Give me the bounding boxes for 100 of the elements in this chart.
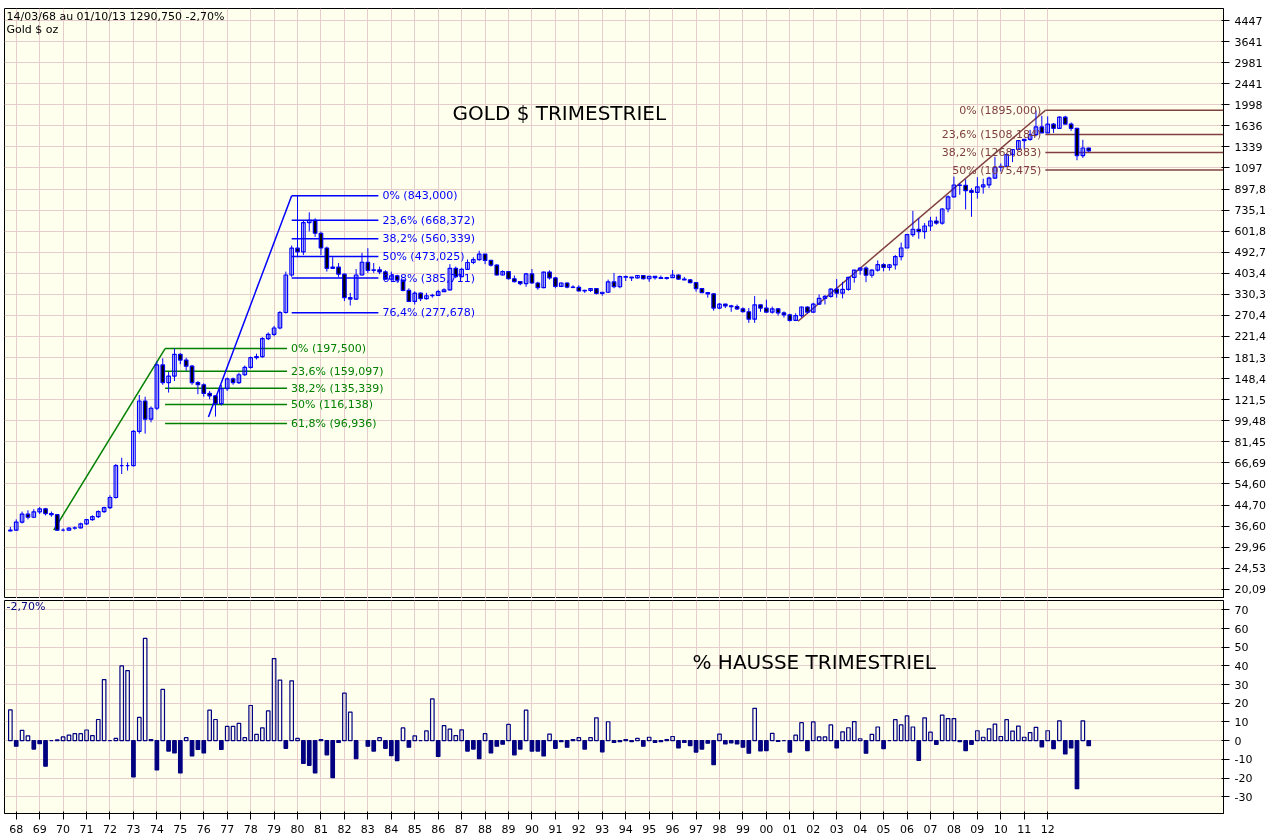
x-tick-label: 75 bbox=[173, 822, 188, 835]
y-tick-label: 0 bbox=[1234, 734, 1242, 748]
y-tick-label: -20 bbox=[1234, 772, 1253, 785]
y-tick-label: 148,4 bbox=[1234, 372, 1266, 386]
x-tick-label: 99 bbox=[735, 822, 750, 835]
y-tick-label: 20,09 bbox=[1234, 583, 1266, 597]
y-tick-label: 1097 bbox=[1234, 161, 1263, 175]
x-tick-label: 94 bbox=[618, 822, 633, 835]
text: % HAUSSE TRIMESTRIEL bbox=[692, 649, 937, 674]
y-tick-label: 44,70 bbox=[1234, 499, 1266, 513]
series-label: 23,6% (159,097) bbox=[290, 364, 384, 378]
y-tick-label: 4447 bbox=[1234, 14, 1263, 28]
x-tick-label: 90 bbox=[524, 822, 539, 835]
y-tick-label: 1339 bbox=[1234, 140, 1263, 154]
y-tick-label: 29,96 bbox=[1234, 541, 1266, 555]
series-label: 50% (116,138) bbox=[290, 397, 374, 411]
x-tick-label: 71 bbox=[79, 822, 94, 835]
y-tick-label: 2441 bbox=[1234, 77, 1263, 91]
x-tick-label: 83 bbox=[360, 822, 375, 835]
series-label: 61,8% (96,936) bbox=[290, 416, 377, 430]
x-tick-label: 00 bbox=[759, 822, 774, 835]
x-tick-label: 77 bbox=[220, 822, 235, 835]
x-tick-label: 89 bbox=[501, 822, 516, 835]
series-label: 50% (473,025) bbox=[382, 250, 465, 264]
x-tick-label: 03 bbox=[829, 822, 844, 835]
y-tick-label: -10 bbox=[1234, 753, 1253, 767]
x-tick-label: 87 bbox=[454, 822, 469, 835]
x-tick-label: 02 bbox=[806, 822, 821, 835]
x-tick-label: 98 bbox=[712, 822, 727, 835]
y-tick-label: 897,8 bbox=[1234, 183, 1266, 197]
x-tick-label: 92 bbox=[571, 822, 586, 835]
y-tick-label: 2981 bbox=[1234, 56, 1263, 70]
x-tick-label: 69 bbox=[32, 822, 47, 835]
x-tick-label: 07 bbox=[923, 822, 938, 835]
y-tick-label: 20 bbox=[1234, 697, 1249, 711]
x-tick-label: 06 bbox=[900, 822, 915, 835]
x-tick-label: 96 bbox=[665, 822, 680, 835]
text: GOLD $ TRIMESTRIEL bbox=[452, 100, 667, 125]
series-label: 0% (1895,000) bbox=[959, 103, 1042, 117]
x-tick-label: 68 bbox=[9, 822, 24, 835]
x-tick-label: 95 bbox=[642, 822, 657, 835]
y-tick-label: 181,3 bbox=[1234, 351, 1266, 365]
y-tick-label: -30 bbox=[1234, 790, 1253, 804]
x-tick-label: 88 bbox=[478, 822, 493, 835]
y-tick-label: 24,53 bbox=[1234, 562, 1266, 576]
x-tick-label: 93 bbox=[595, 822, 610, 835]
series-label: 0% (197,500) bbox=[290, 342, 367, 356]
annotation: 14/03/68 au 01/10/13 1290,750 -2,70% bbox=[6, 9, 225, 23]
y-tick-label: 1998 bbox=[1234, 98, 1263, 112]
x-tick-label: 78 bbox=[243, 822, 258, 835]
y-tick-label: 270,4 bbox=[1234, 309, 1266, 323]
y-tick-label: 735,1 bbox=[1234, 204, 1266, 218]
x-tick-label: 84 bbox=[384, 822, 399, 835]
y-tick-label: 492,7 bbox=[1234, 246, 1266, 260]
y-tick-label: 601,8 bbox=[1234, 225, 1266, 239]
x-tick-label: 08 bbox=[946, 822, 961, 835]
y-tick-label: 99,48 bbox=[1234, 414, 1266, 428]
x-tick-label: 09 bbox=[970, 822, 985, 835]
x-tick-label: 12 bbox=[1040, 822, 1055, 835]
x-tick-label: 72 bbox=[102, 822, 117, 835]
series-label: 23,6% (668,372) bbox=[382, 213, 475, 227]
y-tick-label: 1636 bbox=[1234, 119, 1263, 133]
y-tick-label: 66,69 bbox=[1234, 456, 1266, 470]
x-tick-label: 74 bbox=[149, 822, 164, 835]
x-tick-label: 01 bbox=[782, 822, 797, 835]
y-tick-label: 403,4 bbox=[1234, 267, 1266, 281]
x-tick-label: 91 bbox=[548, 822, 563, 835]
y-tick-label: 81,45 bbox=[1234, 435, 1266, 449]
y-tick-label: 70 bbox=[1234, 603, 1249, 617]
series-label: 38,2% (560,339) bbox=[382, 232, 475, 246]
y-tick-label: 121,5 bbox=[1234, 393, 1266, 407]
x-tick-label: 79 bbox=[267, 822, 282, 835]
y-tick-label: 30 bbox=[1234, 678, 1249, 692]
series-label: 0% (843,000) bbox=[382, 189, 458, 203]
y-tick-label: 60 bbox=[1234, 622, 1249, 636]
x-tick-label: 85 bbox=[407, 822, 422, 835]
x-tick-label: 97 bbox=[689, 822, 704, 835]
x-tick-label: 05 bbox=[876, 822, 891, 835]
y-tick-label: 36,60 bbox=[1234, 520, 1266, 534]
x-tick-label: 81 bbox=[313, 822, 328, 835]
x-tick-label: 82 bbox=[337, 822, 352, 835]
y-tick-label: 221,4 bbox=[1234, 330, 1266, 344]
x-tick-label: 86 bbox=[431, 822, 446, 835]
x-tick-label: 10 bbox=[993, 822, 1008, 835]
x-tick-label: 11 bbox=[1017, 822, 1032, 835]
series-label: 76,4% (277,678) bbox=[382, 306, 475, 320]
y-tick-label: 10 bbox=[1234, 715, 1249, 729]
series-label: 38,2% (135,339) bbox=[290, 381, 384, 395]
annotation: Gold $ oz bbox=[6, 22, 59, 36]
y-tick-label: 54,60 bbox=[1234, 477, 1266, 491]
x-tick-label: 70 bbox=[56, 822, 71, 835]
y-tick-label: 330,3 bbox=[1234, 288, 1266, 302]
x-tick-label: 76 bbox=[196, 822, 211, 835]
x-tick-label: 73 bbox=[126, 822, 141, 835]
annotation: -2,70% bbox=[6, 599, 46, 613]
y-tick-label: 3641 bbox=[1234, 35, 1263, 49]
y-tick-label: 40 bbox=[1234, 659, 1249, 673]
x-tick-label: 04 bbox=[853, 822, 868, 835]
y-tick-label: 50 bbox=[1234, 641, 1249, 655]
x-tick-label: 80 bbox=[290, 822, 305, 835]
